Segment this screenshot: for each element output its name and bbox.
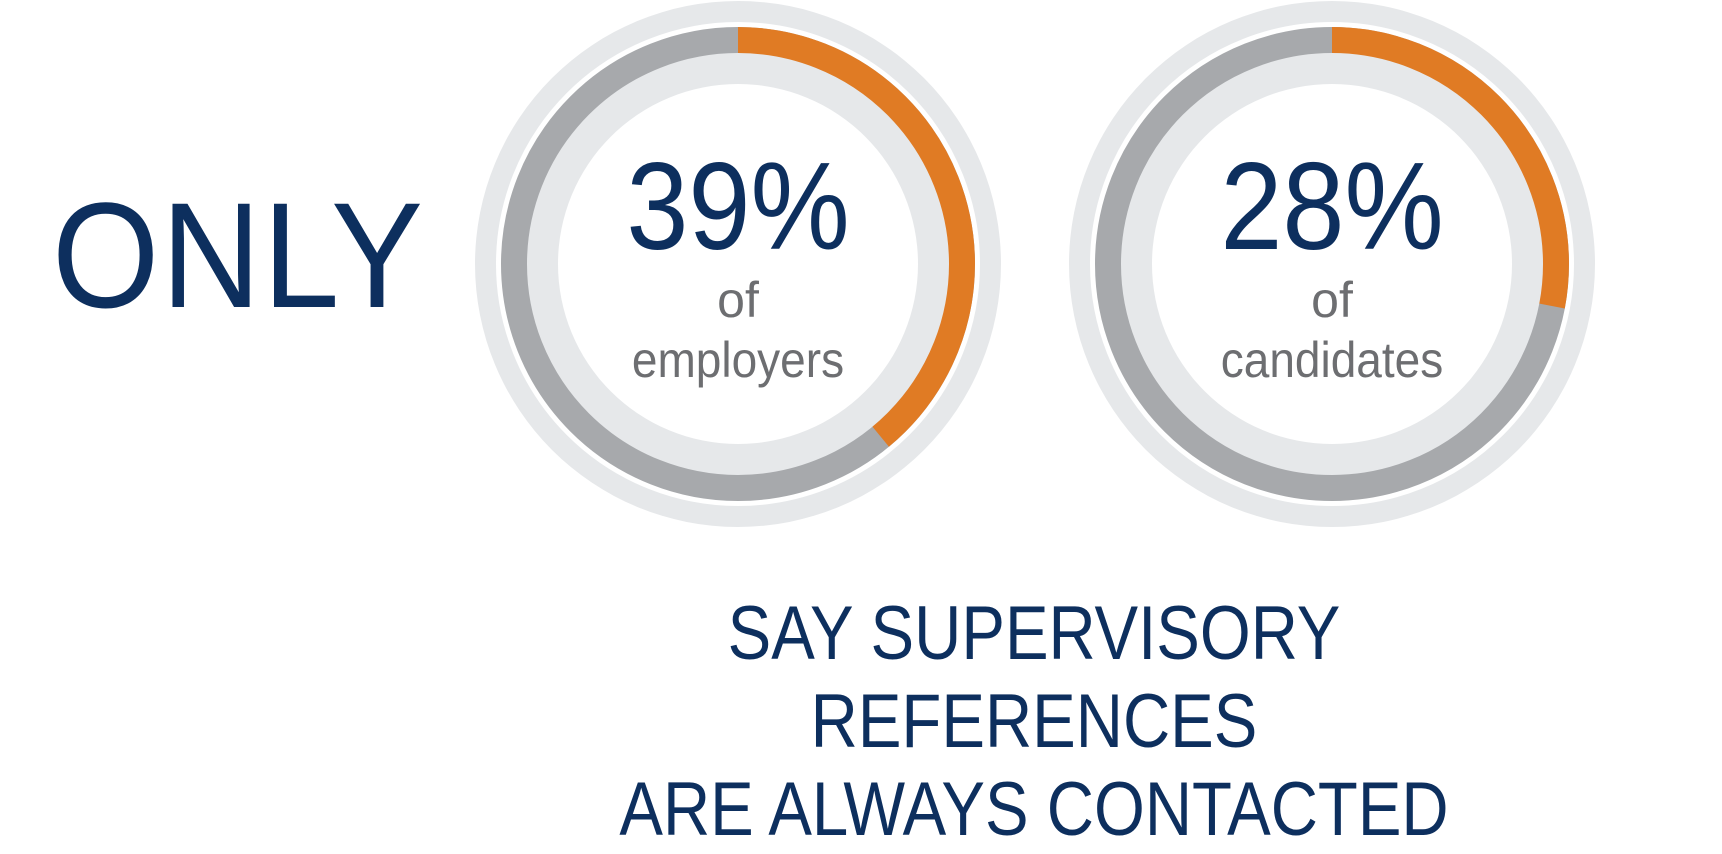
donut-label: employers [631, 332, 845, 388]
donut-charts [475, 1, 1595, 527]
donut-of: of [717, 272, 759, 328]
donut-of: of [1311, 272, 1353, 328]
donut-value: 39% [626, 138, 850, 276]
donut-label-candidates: 28% of candidates [1132, 145, 1532, 385]
donut-inner-track [1121, 53, 1543, 475]
donut-label: candidates [1220, 332, 1444, 388]
donut-value-arc [501, 27, 975, 501]
donut-center [558, 84, 918, 444]
donut-inner-track [527, 53, 949, 475]
caption: SAY SUPERVISORY REFERENCES ARE ALWAYS CO… [518, 590, 1550, 854]
donut-center [1152, 84, 1512, 444]
donut-value: 28% [1220, 138, 1444, 276]
donut-value-arc [1095, 27, 1569, 501]
caption-line-2: ARE ALWAYS CONTACTED [619, 767, 1449, 852]
donut-label-employers: 39% of employers [538, 145, 938, 385]
caption-line-1: SAY SUPERVISORY REFERENCES [727, 591, 1341, 764]
only-heading: ONLY [52, 171, 425, 339]
